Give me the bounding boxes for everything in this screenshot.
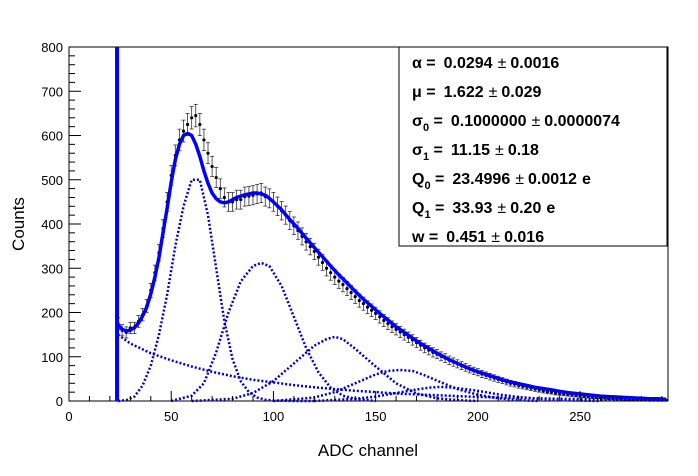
y-tick-label: 500 — [41, 173, 63, 188]
fit-total-curve — [116, 131, 667, 401]
y-tick-label: 700 — [41, 84, 63, 99]
fit-component-curve — [273, 368, 540, 403]
fit-param-error: 0.016 — [504, 229, 544, 246]
fit-param-label: Q — [412, 171, 424, 188]
plus-minus-sign: ± — [491, 229, 500, 246]
data-point — [246, 186, 251, 207]
fit-param-value: 0.1000000 — [451, 113, 527, 130]
fit-param-error: 0.0000074 — [544, 113, 620, 130]
fit-result-line: w = 0.451 ±0.016 — [411, 229, 544, 246]
fit-param-label: μ = — [412, 84, 436, 101]
data-point — [193, 103, 198, 128]
data-point — [214, 167, 219, 188]
fit-param-label: Q — [412, 200, 424, 217]
data-point — [189, 106, 194, 130]
plus-minus-sign: ± — [497, 200, 506, 217]
y-tick-label: 0 — [56, 394, 63, 409]
plus-minus-sign: ± — [498, 55, 507, 72]
y-tick-label: 600 — [41, 129, 63, 144]
fit-param-value: 0.451 — [446, 229, 486, 246]
fit-result-line: μ = 1.622 ±0.029 — [412, 84, 542, 101]
data-point — [206, 142, 211, 165]
data-point — [238, 189, 243, 210]
data-point — [361, 296, 366, 311]
fit-total — [116, 131, 667, 401]
x-tick-label: 100 — [263, 409, 285, 424]
fit-param-subscript: 0 — [424, 180, 430, 192]
plus-minus-sign: ± — [532, 113, 541, 130]
y-tick-label: 100 — [41, 350, 63, 365]
fit-component-curve — [191, 335, 478, 403]
fit-param-value: 1.622 — [444, 84, 484, 101]
fit-param-equals: = — [431, 200, 445, 217]
fit-param-subscript: 1 — [424, 209, 430, 221]
fit-result-line: Q1 = 33.93 ±0.20 e — [412, 200, 555, 221]
fit-param-error: 0.0012 — [528, 171, 577, 188]
fit-param-equals: = — [429, 142, 443, 159]
fit-param-label: α = — [412, 55, 436, 72]
data-point — [210, 155, 215, 178]
y-axis-title: Counts — [9, 197, 28, 251]
x-tick-label: 150 — [365, 409, 387, 424]
fit-result-line: Q0 = 23.4996 ±0.0012 e — [412, 171, 591, 192]
fit-param-error: 0.0016 — [510, 55, 559, 72]
data-point — [201, 128, 206, 152]
fit-result-line: σ1 = 11.15 ±0.18 — [412, 142, 539, 163]
plus-minus-sign: ± — [515, 171, 524, 188]
fit-param-label: σ — [412, 142, 423, 159]
fit-param-error: 0.18 — [508, 142, 539, 159]
fit-param-label: σ — [412, 113, 423, 130]
fit-param-subscript: 0 — [423, 122, 429, 134]
fit-component-curve — [170, 261, 376, 403]
fit-param-unit: e — [582, 171, 591, 188]
fit-param-value: 23.4996 — [452, 171, 510, 188]
fit-component-curve — [117, 333, 667, 402]
fit-component-curve — [117, 178, 315, 403]
stats-box-frame — [398, 46, 668, 247]
fit-param-value: 0.0294 — [444, 55, 493, 72]
fit-result-line: α = 0.0294 ±0.0016 — [412, 55, 559, 72]
x-tick-label: 200 — [467, 409, 489, 424]
data-point — [197, 112, 202, 136]
fit-param-unit: e — [546, 200, 555, 217]
fit-param-subscript: 1 — [423, 151, 429, 163]
fit-result-line: σ0 = 0.1000000 ±0.0000074 — [412, 113, 620, 134]
fit-param-equals: = — [431, 171, 445, 188]
x-axis-title: ADC channel — [318, 441, 418, 460]
y-tick-label: 300 — [41, 261, 63, 276]
fit-param-error: 0.20 — [510, 200, 541, 217]
fit-param-error: 0.029 — [501, 84, 541, 101]
fit-param-value: 11.15 — [451, 142, 490, 159]
plus-minus-sign: ± — [495, 142, 504, 159]
data-point — [218, 178, 223, 199]
data-point — [250, 185, 255, 206]
x-tick-label: 50 — [164, 409, 178, 424]
x-tick-label: 250 — [569, 409, 591, 424]
y-tick-label: 200 — [41, 306, 63, 321]
fit-components — [117, 178, 667, 403]
fit-param-label: w = — [411, 229, 438, 246]
y-tick-label: 800 — [41, 40, 63, 55]
plus-minus-sign: ± — [489, 84, 498, 101]
fit-param-value: 33.93 — [452, 200, 492, 217]
x-tick-label: 0 — [65, 409, 72, 424]
y-tick-label: 400 — [41, 217, 63, 232]
fit-param-equals: = — [429, 113, 443, 130]
